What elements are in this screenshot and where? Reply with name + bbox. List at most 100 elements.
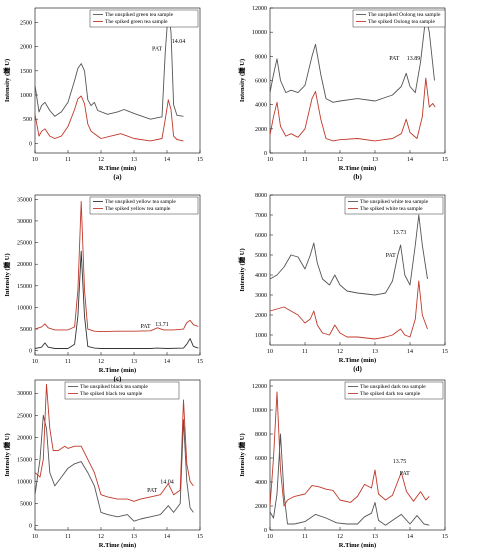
series-line — [34, 414, 194, 522]
legend-entry: The unspiked Oolong tea sample — [368, 12, 441, 18]
x-tick-label: 13 — [372, 157, 378, 163]
y-tick-label: 15000 — [17, 284, 32, 290]
x-tick-label: 11 — [65, 359, 71, 365]
x-tick-label: 11 — [65, 157, 71, 163]
x-tick-label: 15 — [442, 349, 448, 355]
y-axis-label: Intensity (鍾 U) — [237, 59, 246, 102]
y-tick-label: 0 — [29, 349, 32, 355]
x-tick-label: 12 — [98, 157, 104, 163]
y-tick-label: 10000 — [252, 408, 267, 414]
panel-label: (d) — [353, 365, 362, 373]
panel-label: (b) — [353, 173, 362, 181]
peak-annotation: 13.75 — [393, 459, 407, 465]
peak-annotation: PAT — [147, 488, 157, 494]
y-tick-label: 4000 — [255, 103, 267, 109]
peak-annotation: PAT — [389, 56, 399, 62]
y-tick-label: 8000 — [255, 432, 267, 438]
legend-entry: The spiked dark tea sample — [360, 391, 421, 397]
x-tick-label: 13 — [372, 534, 378, 540]
y-tick-label: 0 — [264, 151, 267, 157]
legend-entry: The spiked Oolong tea sample — [368, 19, 435, 25]
y-tick-label: 30000 — [17, 391, 32, 397]
y-tick-label: 8000 — [255, 54, 267, 60]
y-tick-label: 1000 — [20, 93, 32, 99]
x-tick-label: 15 — [442, 157, 448, 163]
y-tick-label: 4000 — [255, 273, 267, 279]
y-tick-label: 20000 — [17, 262, 32, 268]
y-tick-label: 15000 — [17, 457, 32, 463]
y-tick-label: 0 — [264, 528, 267, 534]
x-tick-label: 13 — [372, 349, 378, 355]
y-tick-label: 2000 — [255, 504, 267, 510]
x-axis-label: R.Time (min) — [99, 367, 136, 374]
plot-frame — [34, 7, 201, 154]
plot-frame — [34, 379, 201, 531]
x-tick-label: 14 — [407, 157, 413, 163]
y-axis-label: Intensity (鍾 U) — [237, 433, 246, 476]
legend-entry: The spiked yellow tea sample — [105, 206, 171, 212]
legend-entry: The spiked white tea sample — [360, 206, 423, 212]
y-tick-label: 2000 — [255, 127, 267, 133]
chart-panel: 10 11 12 13 14 15 0 5000 10000 15000 20000 25000 300… — [2, 194, 203, 383]
x-axis-label: R.Time (min) — [339, 542, 376, 549]
x-tick-label: 15 — [197, 534, 203, 540]
y-tick-label: 30000 — [17, 219, 32, 225]
y-tick-label: 35000 — [17, 197, 32, 203]
y-tick-label: 0 — [29, 141, 32, 147]
x-tick-label: 10 — [32, 157, 38, 163]
peak-annotation: PAT — [400, 471, 410, 477]
x-tick-label: 14 — [164, 359, 170, 365]
legend-box — [89, 196, 199, 215]
legend-entry: The unspiked black tea sample — [80, 384, 148, 390]
legend-entry: The spiked black tea sample — [80, 391, 143, 397]
y-tick-label: 2000 — [255, 313, 267, 319]
panel-label: (c) — [114, 375, 122, 383]
y-axis-label: Intensity (鍾 U) — [2, 253, 11, 296]
chart-panel: 10 11 12 13 14 15 0 2000 4000 6000 8000 10000 12000 R… — [237, 379, 448, 549]
legend-box — [64, 381, 180, 400]
chart-panel: 10 11 12 13 14 15 0 2000 4000 6000 8000 10000 12000 R… — [237, 6, 448, 181]
x-tick-label: 13 — [131, 157, 137, 163]
chart-panel: 10 11 12 13 14 15 0 500 1000 1500 2000 2500 R.Time (… — [2, 7, 203, 181]
plot-frame — [34, 194, 201, 356]
legend-entry: The unspiked green tea sample — [105, 12, 174, 18]
x-tick-label: 10 — [267, 157, 273, 163]
series-line — [269, 77, 436, 142]
y-tick-label: 500 — [23, 117, 32, 123]
y-tick-label: 8000 — [255, 193, 267, 199]
x-axis-label: R.Time (min) — [339, 357, 376, 364]
y-tick-label: 2500 — [20, 21, 32, 27]
y-tick-label: 12000 — [252, 6, 267, 12]
peak-annotation: PAT — [152, 47, 162, 53]
y-tick-label: 25000 — [17, 241, 32, 247]
series-line — [34, 250, 199, 349]
x-tick-label: 11 — [302, 534, 308, 540]
series-line — [269, 280, 428, 340]
x-tick-label: 12 — [98, 534, 104, 540]
peak-annotation: 14.04 — [172, 39, 186, 45]
x-tick-label: 12 — [337, 534, 343, 540]
peak-annotation: PAT — [386, 253, 396, 259]
y-tick-label: 5000 — [255, 253, 267, 259]
x-tick-label: 11 — [302, 157, 308, 163]
x-tick-label: 10 — [32, 534, 38, 540]
peak-annotation: 13.89 — [407, 56, 421, 62]
chart-panel: 10 11 12 13 14 15 1000 2000 3000 4000 5000 6000 7000… — [237, 193, 448, 373]
y-tick-label: 10000 — [252, 30, 267, 36]
x-tick-label: 14 — [407, 534, 413, 540]
series-line — [34, 95, 184, 142]
legend-entry: The spiked green tea sample — [105, 19, 168, 25]
legend-box — [344, 381, 444, 400]
y-tick-label: 2000 — [20, 45, 32, 51]
y-tick-label: 4000 — [255, 480, 267, 486]
x-tick-label: 13 — [131, 534, 137, 540]
x-tick-label: 15 — [197, 359, 203, 365]
series-line — [34, 201, 199, 333]
x-axis-label: R.Time (min) — [339, 165, 376, 172]
